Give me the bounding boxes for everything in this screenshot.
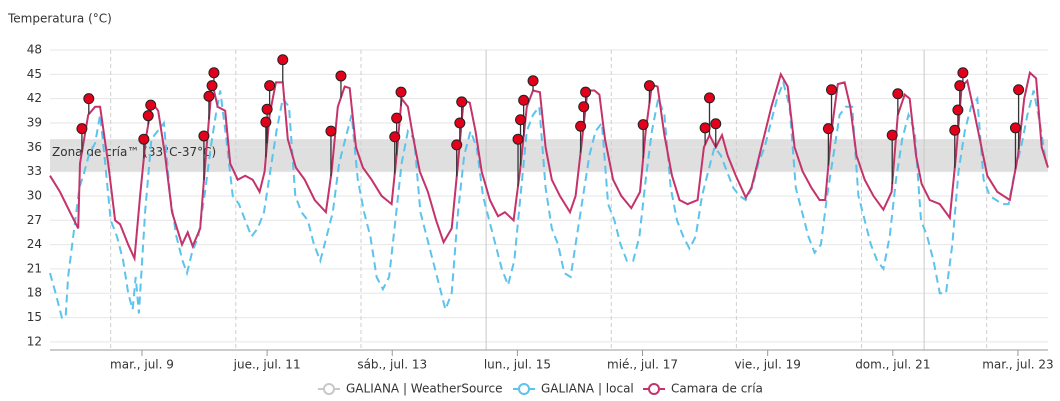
event-point [203,90,215,102]
event-point [527,75,539,87]
event-point [391,112,403,124]
event-point [264,80,276,92]
x-tick-label: sáb., jul. 13 [357,358,427,372]
legend-marker [323,383,335,395]
event-point [512,133,524,145]
event-point [76,123,88,135]
x-tick-label: lun., jul. 15 [484,358,551,372]
event-point [954,80,966,92]
event-point [198,130,210,142]
legend-label: Camara de cría [671,382,763,396]
event-point [325,125,337,137]
event-point [575,120,587,132]
event-point [138,133,150,145]
y-tick-label: 27 [27,213,42,227]
legend-label: GALIANA | local [541,382,634,396]
y-tick-label: 12 [27,334,42,348]
event-point [892,88,904,100]
event-point [260,116,272,128]
legend-label: GALIANA | WeatherSource [346,382,503,396]
event-point [703,92,715,104]
x-tick-label: mié., jul. 17 [607,358,678,372]
x-tick-label: mar., jul. 9 [110,358,174,372]
y-tick-label: 18 [27,286,42,300]
y-tick-label: 15 [27,310,42,324]
event-point [208,67,220,79]
event-point [518,94,530,106]
x-tick-label: mar., jul. 23 [982,358,1054,372]
series-line [49,79,1048,319]
event-point [1013,84,1025,96]
event-point [454,117,466,129]
y-tick-label: 24 [27,237,42,251]
event-point [949,124,961,136]
event-point [643,80,655,92]
legend-marker [648,383,660,395]
event-point [395,86,407,98]
y-tick-label: 42 [27,91,42,105]
event-point [389,131,401,143]
event-point [145,99,157,111]
y-tick-label: 39 [27,115,42,129]
legend-item[interactable]: Camara de cría [643,382,763,396]
legend-item[interactable]: GALIANA | WeatherSource [318,382,503,396]
event-point [515,114,527,126]
event-point [886,129,898,141]
event-point [822,123,834,135]
event-point [957,67,969,79]
event-point [335,70,347,82]
event-point [952,104,964,116]
event-point [83,93,95,105]
event-point [580,86,592,98]
legend-marker [518,383,530,395]
event-point [637,119,649,131]
x-tick-label: jue., jul. 11 [233,358,301,372]
y-axis-title: Temperatura (°C) [7,12,112,26]
event-point [710,118,722,130]
event-point [699,122,711,134]
x-tick-label: vie., jul. 19 [734,358,800,372]
zone-label: Zona de cría™ (33°C-37°C) [52,145,216,159]
y-tick-label: 45 [27,67,42,81]
y-tick-label: 33 [27,164,42,178]
event-point [451,139,463,151]
event-point [277,54,289,66]
event-point [456,96,468,108]
y-tick-label: 36 [27,140,42,154]
event-point [578,101,590,113]
event-point [1009,122,1021,134]
y-tick-label: 21 [27,261,42,275]
legend-item[interactable]: GALIANA | local [513,382,634,396]
event-point [826,84,838,96]
event-point [142,110,154,122]
series-line [49,70,1049,263]
x-tick-label: dom., jul. 21 [855,358,930,372]
y-tick-label: 48 [27,43,42,57]
y-tick-label: 30 [27,188,42,202]
event-point [206,80,218,92]
event-point [261,103,273,115]
